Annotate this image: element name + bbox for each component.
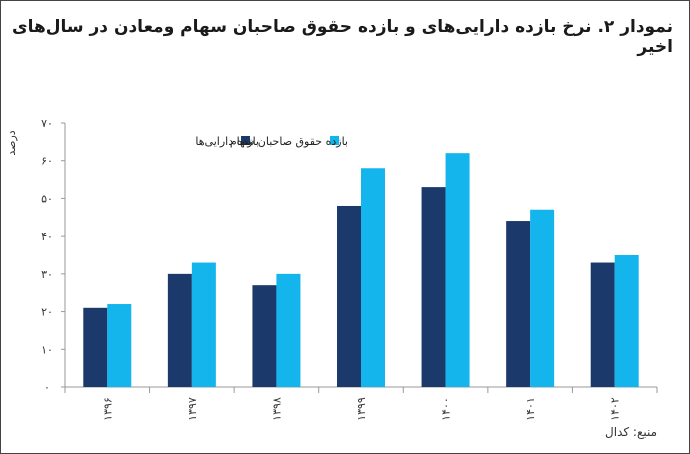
y-tick-label: ۷۰	[41, 117, 53, 130]
bar-equity-return	[191, 262, 216, 387]
y-tick-label: ۳۰	[41, 268, 53, 281]
y-tick-label: ۰	[44, 381, 50, 394]
x-tick-label: ۱۴۰۰	[440, 397, 453, 421]
y-tick-label: ۶۰	[41, 155, 53, 168]
bar-equity-return	[614, 255, 639, 387]
y-tick-label: ۵۰	[41, 192, 53, 205]
bar-asset-return	[83, 307, 108, 387]
bar-asset-return	[252, 285, 277, 387]
bar-asset-return	[590, 262, 615, 387]
legend-swatch-asset	[241, 136, 250, 145]
bar-equity-return	[530, 209, 555, 387]
bar-asset-return	[506, 221, 531, 387]
y-tick-label: ۲۰	[41, 306, 53, 319]
source-note: منبع: کدال	[605, 425, 657, 439]
bar-asset-return	[167, 273, 192, 387]
y-tick-label: ۴۰	[41, 230, 53, 243]
y-axis-label: درصد	[5, 130, 18, 155]
x-tick-label: ۱۳۹۹	[355, 397, 368, 421]
x-tick-label: ۱۳۹۷	[186, 397, 199, 421]
bar-equity-return	[107, 304, 132, 387]
legend-swatch-equity	[330, 136, 339, 145]
x-tick-label: ۱۳۹۶	[101, 397, 114, 421]
bar-equity-return	[361, 168, 385, 387]
bar-asset-return	[421, 187, 446, 387]
x-tick-label: ۱۳۹۸	[270, 397, 283, 421]
bar-equity-return	[445, 153, 470, 387]
bar-asset-return	[337, 205, 361, 387]
bar-equity-return	[276, 273, 301, 387]
legend-label-equity: بازده حقوق صاحبان سهام	[230, 135, 348, 148]
legend-label-asset: بازده دارایی‌ها	[195, 135, 259, 148]
chart-title: نمودار ۲. نرخ بازده دارایی‌های و بازده ح…	[12, 17, 673, 57]
y-tick-label: ۱۰	[41, 343, 53, 356]
x-tick-label: ۱۴۰۲	[609, 397, 622, 421]
x-tick-label: ۱۴۰۱	[524, 397, 537, 421]
